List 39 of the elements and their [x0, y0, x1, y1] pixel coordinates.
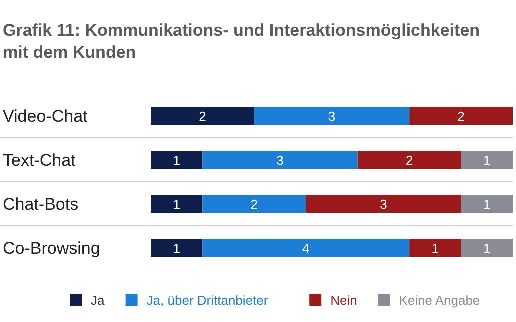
data-label: 2	[199, 109, 206, 124]
data-label: 2	[458, 109, 465, 124]
legend-label: Ja	[91, 293, 106, 308]
bar	[202, 151, 358, 169]
bar	[358, 151, 462, 169]
bar	[151, 151, 203, 169]
chart-title: Grafik 11: Kommunikations- und Interaktionsmöglichkeiten mit dem Kunden	[3, 21, 480, 62]
data-label: 1	[484, 197, 491, 212]
legend-label: Nein	[330, 293, 358, 308]
bar	[306, 195, 462, 213]
bar	[151, 195, 203, 213]
data-label: 1	[484, 153, 491, 168]
bar	[151, 239, 203, 257]
legend-label: Keine Angabe	[399, 293, 480, 308]
y-tick-label: Co-Browsing	[3, 239, 100, 258]
y-tick-label: Chat-Bots	[3, 195, 79, 214]
data-label: 2	[250, 197, 258, 212]
data-label: 1	[173, 153, 180, 168]
data-label: 1	[173, 197, 180, 212]
data-label: 2	[406, 153, 414, 168]
legend-label: Ja, über Drittanbieter	[146, 293, 269, 308]
bar	[461, 239, 513, 257]
bar	[202, 195, 306, 213]
bar	[202, 239, 410, 257]
data-label: 1	[173, 241, 180, 256]
data-label: 1	[432, 241, 440, 256]
y-tick-label: Video-Chat	[3, 107, 88, 126]
bar	[461, 151, 513, 169]
bar	[151, 107, 254, 125]
data-label: 3	[328, 109, 336, 124]
data-label: 3	[380, 197, 388, 212]
data-label: 1	[484, 241, 491, 256]
bar	[461, 195, 513, 213]
data-label: 3	[276, 153, 284, 168]
data-label: 4	[302, 241, 310, 256]
bar	[410, 239, 462, 257]
bar	[410, 107, 513, 125]
y-tick-label: Text-Chat	[3, 151, 76, 170]
bar	[254, 107, 410, 125]
